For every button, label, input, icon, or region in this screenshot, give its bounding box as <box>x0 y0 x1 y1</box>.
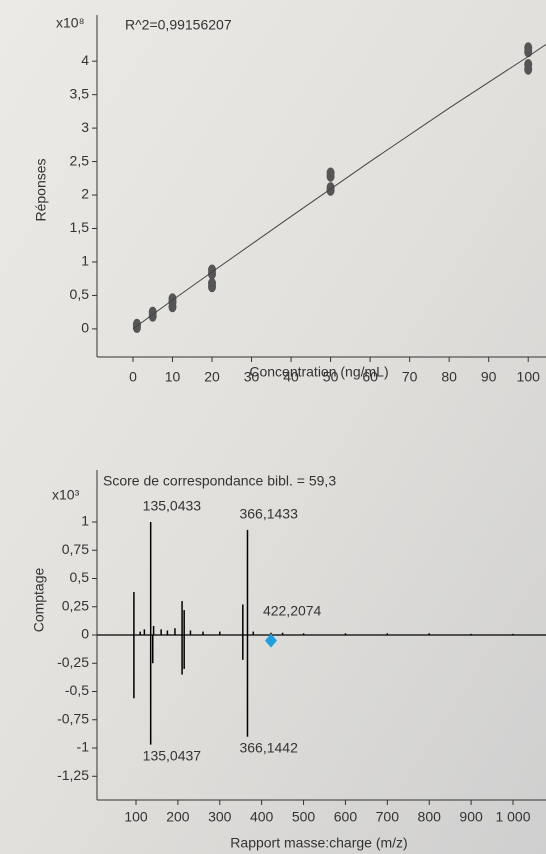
x-tick-label: 800 <box>418 809 442 825</box>
x-tick-label: 0 <box>129 369 137 385</box>
y-tick-label: 0,5 <box>70 569 90 585</box>
annotation: R^2=0,99156207 <box>125 17 232 33</box>
point <box>524 42 533 54</box>
x-tick-label: 60 <box>362 369 378 385</box>
x-tick-label: 900 <box>459 809 483 825</box>
y-tick-label: -1 <box>77 739 90 755</box>
x-tick-label: 1 000 <box>495 809 530 825</box>
y-tick-label: 1 <box>81 253 89 269</box>
y-tick-label: -0,5 <box>65 682 89 698</box>
x-tick-label: 700 <box>376 809 400 825</box>
peak-label: 366,1433 <box>239 506 298 522</box>
y-tick-label: 4 <box>81 52 89 68</box>
x-tick-label: 100 <box>517 369 541 385</box>
x-axis-title: Concentration (ng/mL) <box>249 364 388 380</box>
peak-label: 366,1442 <box>239 739 298 755</box>
x-tick-label: 90 <box>481 369 497 385</box>
chart-title: Score de correspondance bibl. = 59,3 <box>103 473 336 489</box>
fit-line <box>132 44 546 330</box>
y-tick-label: 0,25 <box>62 597 89 613</box>
point <box>524 59 533 71</box>
point <box>208 264 217 276</box>
y-tick-label: -0,25 <box>57 654 89 670</box>
y-tick-label: 3 <box>81 119 89 135</box>
x-tick-label: 400 <box>250 809 274 825</box>
y-tick-label: 1 <box>81 513 89 529</box>
y-tick-label: 0,5 <box>70 286 90 302</box>
x-axis-title: Rapport masse:charge (m/z) <box>230 835 407 851</box>
x-tick-label: 200 <box>166 809 190 825</box>
x-tick-label: 80 <box>441 369 457 385</box>
y-tick-label: 0 <box>81 626 89 642</box>
x-tick-label: 50 <box>323 369 339 385</box>
x-tick-label: 70 <box>402 369 418 385</box>
point <box>208 277 217 289</box>
x-tick-label: 600 <box>334 809 358 825</box>
y-tick-label: 3,5 <box>70 85 90 101</box>
peak-label: 422,2074 <box>263 603 322 619</box>
y-tick-label: 1,5 <box>70 219 90 235</box>
multiplier: x10³ <box>52 487 80 503</box>
y-tick-label: -0,75 <box>57 710 89 726</box>
y-tick-label: 2,5 <box>70 152 90 168</box>
peak-label: 135,0437 <box>143 747 202 763</box>
y-tick-label: 2 <box>81 186 89 202</box>
point <box>326 167 335 179</box>
x-tick-label: 20 <box>204 369 220 385</box>
x-tick-label: 10 <box>165 369 181 385</box>
x-tick-label: 30 <box>244 369 260 385</box>
multiplier: x10⁸ <box>56 15 85 31</box>
peak-label: 135,0433 <box>143 498 202 514</box>
precursor-marker <box>264 633 277 648</box>
y-axis-title: Réponses <box>33 158 49 221</box>
x-tick-label: 300 <box>208 809 232 825</box>
y-tick-label: 0,75 <box>62 541 89 557</box>
x-tick-label: 40 <box>283 369 299 385</box>
y-axis-title: Comptage <box>31 567 47 632</box>
y-tick-label: 0 <box>81 320 89 336</box>
point <box>148 306 157 318</box>
y-tick-label: -1,25 <box>57 767 89 783</box>
x-tick-label: 500 <box>292 809 316 825</box>
x-tick-label: 100 <box>124 809 148 825</box>
